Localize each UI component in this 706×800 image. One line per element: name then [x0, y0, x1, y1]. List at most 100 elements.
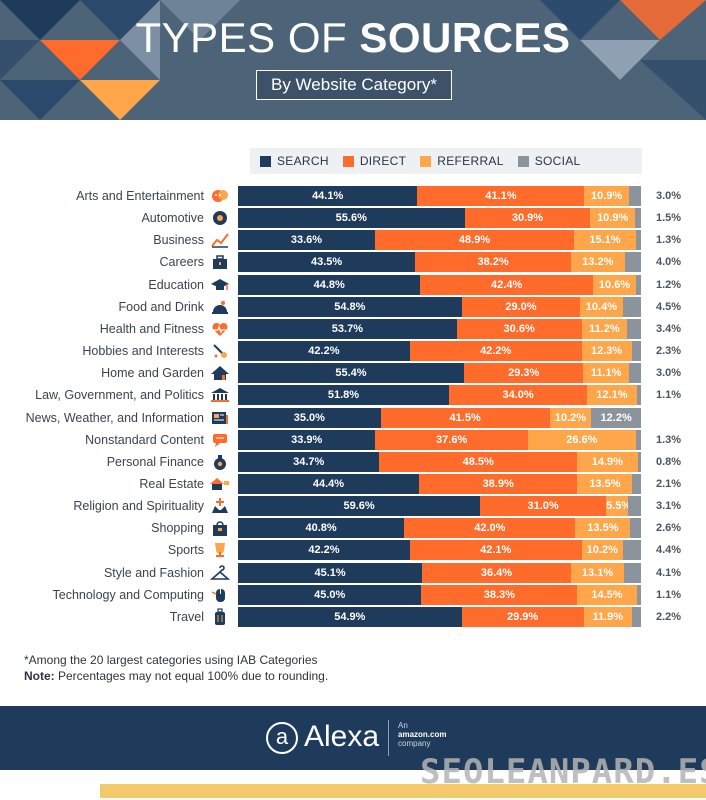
data-label: 42.2%: [308, 345, 340, 358]
category-label: Food and Drink: [118, 299, 204, 314]
bar-segment-social: [631, 341, 641, 362]
data-label: 41.1%: [485, 190, 517, 202]
chart-row: Health and Fitness 53.7% 30.6% 11.2% 3.4%: [0, 318, 706, 339]
note-label: Note:: [24, 669, 55, 683]
rounding-note: Note: Percentages may not equal 100% due…: [24, 669, 328, 683]
stacked-bar: 44.4% 38.9% 13.5%: [238, 473, 641, 494]
theater-masks-icon: [210, 187, 230, 205]
bar-segment-direct: 48.5%: [379, 451, 578, 472]
category-label: Style and Fashion: [103, 565, 204, 580]
category-label: Hobbies and Interests: [82, 344, 204, 359]
data-label: 35.0%: [293, 411, 325, 424]
bar-segment-social: [635, 230, 641, 251]
legend-swatch: [420, 155, 432, 167]
stacked-bar: 54.8% 29.0% 10.4%: [238, 296, 641, 317]
data-label: 42.2%: [480, 345, 512, 358]
data-label: 5.5%: [606, 500, 632, 513]
bar-segment-direct: 29.9%: [461, 606, 584, 627]
chart-row: Real Estate 44.4% 38.9% 13.5% 2.1%: [0, 473, 706, 494]
legend-swatch: [517, 155, 529, 167]
data-label: 14.5%: [591, 588, 623, 601]
bar-segment-social: [624, 562, 641, 583]
legend-swatch: [342, 155, 354, 167]
bar-segment-referral: 14.5%: [577, 584, 637, 605]
bar-segment-direct: 37.6%: [375, 429, 528, 450]
hanger-icon: [210, 564, 230, 582]
chart-row: Sports 42.2% 42.1% 10.2% 4.4%: [0, 540, 706, 561]
stacked-bar: 45.1% 36.4% 13.1%: [238, 562, 641, 583]
speech-bubble-icon: [210, 431, 230, 449]
data-label: 42.4%: [491, 278, 523, 291]
chart-row: Business 33.6% 48.9% 15.1% 1.3%: [0, 230, 706, 251]
luggage-icon: [210, 608, 230, 626]
chart-row: Hobbies and Interests 42.2% 42.2% 12.3% 2.3%: [0, 341, 706, 362]
data-label: 11.2%: [589, 322, 620, 335]
bar-segment-social: [636, 385, 641, 406]
data-label: 12.2%: [600, 411, 632, 424]
footer-bar: a Alexa An amazon.com company: [0, 706, 706, 770]
stacked-bar: 53.7% 30.6% 11.2%: [238, 318, 641, 339]
data-label-social: 4.0%: [656, 256, 682, 269]
bar-segment-referral: 5.5%: [606, 496, 632, 517]
bar-segment-social: [636, 274, 641, 295]
bar-segment-search: 40.8%: [238, 518, 405, 539]
data-label: 51.8%: [327, 389, 360, 402]
money-bag-icon: [210, 453, 230, 471]
bar-segment-direct: 41.1%: [417, 186, 585, 206]
bar-segment-search: 59.6%: [238, 496, 481, 517]
legend-label: SEARCH: [277, 154, 329, 168]
data-label-social: 1.3%: [656, 234, 682, 247]
chart-legend: SEARCH DIRECT REFERRAL SOCIAL: [250, 148, 642, 174]
alexa-logo-icon: a: [266, 722, 298, 754]
data-label: 13.5%: [587, 522, 619, 535]
bar-segment-search: 54.9%: [238, 606, 462, 627]
alexa-brand: Alexa: [304, 720, 380, 753]
stacked-bar: 44.8% 42.4% 10.6%: [238, 274, 641, 295]
bar-segment-referral: 11.2%: [581, 318, 628, 339]
bar-segment-referral: 10.9%: [584, 186, 629, 206]
stacked-bar: 33.9% 37.6% 26.6%: [238, 429, 641, 450]
data-label: 10.2%: [554, 411, 587, 424]
data-label-social: 1.2%: [656, 278, 682, 291]
category-label: Nonstandard Content: [85, 432, 204, 447]
chart-row: Home and Garden 55.4% 29.3% 11.1% 3.0%: [0, 363, 706, 384]
stacked-bar: 54.9% 29.9% 11.9%: [238, 606, 641, 627]
legend-item-referral: REFERRAL: [420, 154, 503, 168]
category-label: Careers: [159, 255, 204, 270]
bar-segment-social: [630, 518, 641, 539]
data-label-social: 4.5%: [656, 300, 682, 313]
data-label: 54.9%: [334, 610, 366, 623]
data-label: 26.6%: [566, 433, 598, 446]
stacked-bar: 59.6% 31.0% 5.5%: [238, 496, 641, 517]
bottom-accent-strip: [100, 784, 706, 798]
newspaper-icon: [210, 409, 230, 427]
chart-row: Arts and Entertainment 44.1% 41.1% 10.9% 3.0…: [0, 186, 706, 206]
data-label: 44.8%: [313, 278, 345, 291]
data-label: 12.3%: [590, 345, 623, 358]
data-label-social: 1.1%: [656, 588, 682, 601]
data-label: 38.3%: [483, 588, 515, 601]
bar-segment-direct: 38.9%: [418, 473, 578, 494]
bar-segment-search: 44.4%: [238, 473, 419, 494]
chart-row: Automotive 55.6% 30.9% 10.9% 1.5%: [0, 208, 706, 229]
tire-icon: [210, 209, 230, 227]
data-label: 15.1%: [589, 234, 621, 247]
shopping-bag-icon: [210, 519, 230, 537]
data-label: 10.4%: [585, 300, 617, 313]
bar-segment-direct: 42.1%: [409, 540, 582, 561]
legend-swatch: [260, 155, 271, 167]
data-label: 45.1%: [314, 566, 346, 579]
data-label: 13.5%: [589, 477, 621, 490]
real-estate-icon: [210, 475, 230, 493]
data-label: 42.1%: [480, 544, 512, 557]
heart-pulse-icon: [210, 320, 230, 338]
bar-segment-referral: 15.1%: [574, 230, 636, 251]
data-label: 30.6%: [503, 322, 535, 335]
stacked-bar: 33.6% 48.9% 15.1%: [238, 230, 641, 251]
legend-item-search: SEARCH: [260, 154, 329, 168]
chart-row: Travel 54.9% 29.9% 11.9% 2.2%: [0, 606, 706, 627]
data-label: 37.6%: [436, 433, 468, 446]
bar-segment-search: 34.7%: [238, 451, 380, 472]
stacked-bar: 55.4% 29.3% 11.1%: [238, 363, 641, 384]
data-label: 41.5%: [449, 411, 481, 424]
